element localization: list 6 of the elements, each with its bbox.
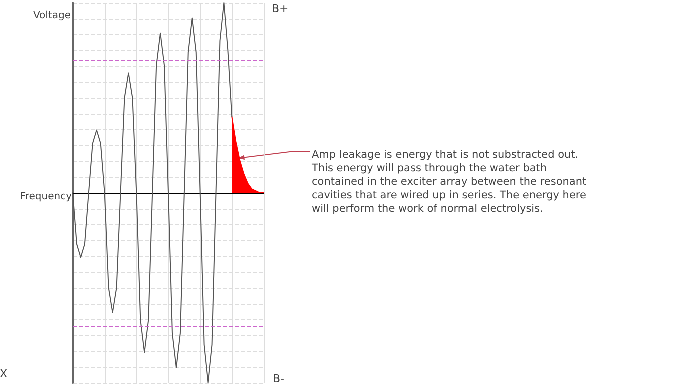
text: B+ xyxy=(272,2,289,16)
text: X xyxy=(0,367,8,380)
y-axis-title: Voltage xyxy=(33,10,72,22)
text: Amp leakage is energy that is not substracted out. This energy will pass through the water bath contained in the exciter array between the resonant cavities that are wired up in series. The energy here will perform the work of normal electrolysis. xyxy=(311,148,587,215)
text: B- xyxy=(273,372,285,386)
x-axis-title: Frequency xyxy=(20,192,72,202)
